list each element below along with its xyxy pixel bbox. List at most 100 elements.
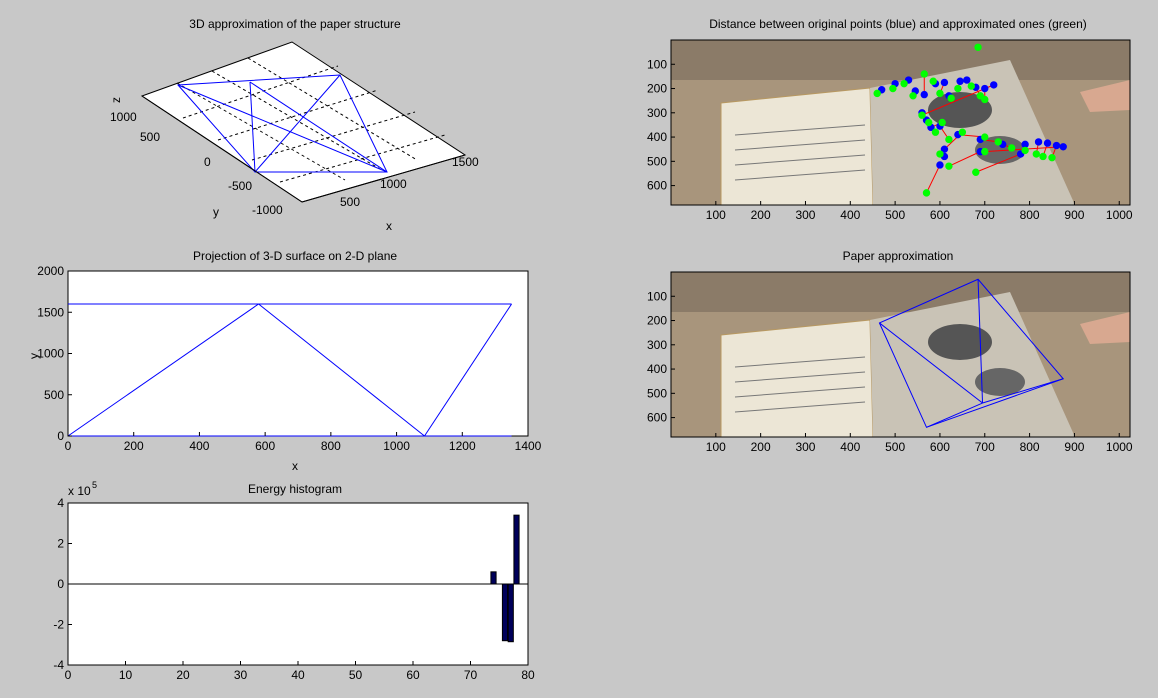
distance-point-green: [947, 94, 955, 102]
energy-xticks: 0 10 20 30 40 50 60 70 80: [65, 661, 535, 682]
energy-bars: [68, 514, 528, 643]
distance-xtick-label: 700: [975, 208, 995, 222]
energy-ytick-label: 4: [57, 496, 64, 510]
distance-point-green: [972, 168, 980, 176]
distance-point-blue: [981, 84, 989, 93]
projection-xtick-label: 200: [124, 439, 144, 453]
surface3d-ylabel: y: [213, 205, 219, 219]
distance-ytick-label: 600: [647, 179, 667, 193]
surface3d-ytick: -1000: [252, 203, 283, 217]
energy-title: Energy histogram: [248, 482, 342, 496]
distance-connector: [926, 164, 941, 194]
projection-yticks: 0 500 1000 1500 2000: [37, 264, 72, 443]
projection-ytick-label: 500: [44, 388, 64, 402]
distance-point-green: [918, 111, 926, 119]
paper-segment: [977, 279, 984, 404]
paper-segment: [982, 378, 1064, 404]
distance-xtick-label: 400: [840, 208, 860, 222]
paper-segment: [926, 402, 983, 428]
projection-segment: [67, 303, 259, 437]
projection-xtick-label: 0: [65, 439, 72, 453]
distance-xtick-label: 100: [706, 208, 726, 222]
distance-point-green: [981, 95, 989, 104]
distance-point-green: [889, 84, 897, 93]
projection-segment: [424, 303, 512, 437]
distance-point-green: [936, 89, 944, 98]
distance-point-blue: [1034, 138, 1043, 146]
energy-xtick-label: 80: [521, 668, 535, 682]
distance-point-blue: [990, 81, 998, 89]
paper-panel: Paper approximation 100 200 300 400 500 600 70…: [647, 249, 1133, 454]
distance-ytick-label: 200: [647, 82, 667, 96]
surface3d-mesh-edge: [249, 81, 256, 173]
surface3d-floor: [140, 41, 467, 203]
paper-yticks: 100 200 300 400 500 600: [647, 289, 675, 425]
paper-ytick-label: 100: [647, 289, 667, 303]
surface3d-ytick: 0: [204, 155, 211, 169]
distance-point-green: [945, 135, 953, 144]
projection-xtick-label: 1400: [515, 439, 542, 453]
distance-point-blue: [940, 78, 949, 87]
energy-ytick-label: -4: [53, 658, 64, 672]
projection-panel: Projection of 3-D surface on 2-D plane 0…: [27, 249, 542, 473]
distance-xtick-label: 500: [885, 208, 905, 222]
distance-point-blue: [1043, 139, 1052, 147]
projection-xtick-label: 400: [189, 439, 209, 453]
projection-title: Projection of 3-D surface on 2-D plane: [193, 249, 397, 263]
distance-xtick-label: 900: [1064, 208, 1084, 222]
projection-segment: [258, 303, 425, 437]
projection-ytick-label: 1000: [37, 347, 64, 361]
surface3d-xtick: 1500: [452, 155, 479, 169]
distance-point-green: [909, 92, 917, 100]
energy-yticks: -4 -2 0 2 4: [53, 496, 72, 672]
distance-point-green: [873, 89, 881, 98]
distance-connector: [948, 151, 981, 167]
surface3d-panel: 3D approximation of the paper structure: [109, 17, 479, 233]
surface3d-title: 3D approximation of the paper structure: [189, 17, 401, 31]
distance-point-green: [1048, 153, 1056, 162]
distance-point-green: [994, 138, 1002, 146]
energy-xtick-label: 70: [464, 668, 478, 682]
energy-xtick-label: 0: [65, 668, 72, 682]
distance-xtick-label: 200: [751, 208, 771, 222]
paper-ytick-label: 400: [647, 362, 667, 376]
distance-xtick-label: 800: [1020, 208, 1040, 222]
surface3d-grid: [176, 57, 446, 183]
distance-point-blue: [920, 90, 928, 99]
distance-point-blue: [940, 145, 949, 153]
projection-ytick-label: 1500: [37, 305, 64, 319]
projection-xlabel: x: [292, 459, 298, 473]
distance-point-green: [900, 79, 908, 88]
distance-xtick-label: 1000: [1106, 208, 1133, 222]
energy-bar: [507, 583, 514, 643]
distance-point-green: [925, 118, 933, 127]
paper-xtick-label: 600: [930, 440, 950, 454]
paper-ytick-label: 500: [647, 386, 667, 400]
surface3d-ytick: -500: [228, 179, 252, 193]
energy-xtick-label: 30: [234, 668, 248, 682]
paper-segment: [879, 322, 983, 404]
surface3d-xtick: 500: [340, 195, 360, 209]
distance-point-top: [974, 43, 982, 51]
surface3d-wireframe: [176, 74, 388, 173]
distance-point-green: [1007, 144, 1016, 152]
energy-bar: [490, 571, 497, 585]
distance-point-green: [981, 147, 989, 156]
surface3d-ztick: 1000: [110, 110, 137, 124]
paper-ytick-label: 600: [647, 411, 667, 425]
distance-point-blue: [1052, 141, 1061, 150]
paper-xtick-label: 100: [706, 440, 726, 454]
distance-point-green: [954, 84, 962, 93]
paper-xtick-label: 1000: [1106, 440, 1133, 454]
energy-exponent-power: 5: [92, 480, 97, 490]
paper-xtick-label: 200: [751, 440, 771, 454]
energy-xtick-label: 60: [406, 668, 420, 682]
distance-axes: [670, 39, 1131, 206]
paper-axes: [670, 271, 1131, 438]
surface3d-plot: [140, 41, 467, 203]
energy-panel: Energy histogram x 10 5 0 10 20 30 40 50 60 70 8…: [53, 480, 535, 682]
distance-point-green: [929, 77, 937, 85]
distance-point-green: [936, 150, 944, 158]
paper-ytick-label: 300: [647, 338, 667, 352]
paper-xtick-label: 400: [840, 440, 860, 454]
